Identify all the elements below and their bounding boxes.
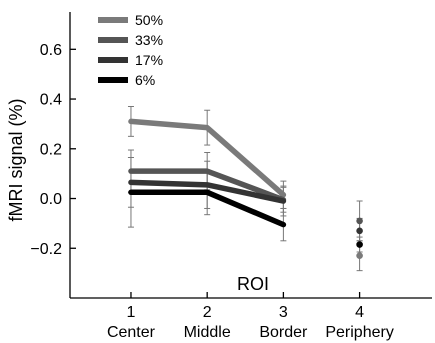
series-line: [128, 168, 287, 203]
y-tick-label: 0.6: [40, 42, 62, 59]
y-axis-label: fMRI signal (%): [6, 98, 26, 221]
series-lines: [128, 118, 287, 228]
x-tick-name: Center: [107, 324, 156, 341]
periphery-point: [356, 241, 363, 248]
y-ticks: −0.2 0.0 0.2 0.4 0.6: [30, 42, 76, 258]
periphery-points: [356, 200, 363, 272]
y-tick-label: −0.2: [30, 241, 62, 258]
periphery-point: [356, 227, 363, 235]
legend-label: 17%: [135, 52, 163, 68]
roi-annotation: ROI: [237, 274, 269, 294]
x-tick-number: 1: [127, 304, 136, 321]
x-tick-number: 3: [279, 304, 288, 321]
x-tick-name: Border: [259, 324, 308, 341]
legend-label: 6%: [135, 72, 155, 88]
x-tick-name: Periphery: [325, 324, 393, 341]
periphery-point: [356, 252, 363, 260]
x-ticks: 1 Center 2 Middle 3 Border 4 Periphery: [107, 292, 394, 341]
series-line: [128, 179, 287, 204]
x-tick-number: 2: [203, 304, 212, 321]
series-line: [128, 118, 287, 198]
y-tick-label: 0.0: [40, 191, 62, 208]
y-tick-label: 0.4: [40, 92, 62, 109]
x-tick-name: Middle: [184, 324, 231, 341]
x-tick-number: 4: [355, 304, 364, 321]
legend-label: 33%: [135, 32, 163, 48]
series-line: [128, 189, 287, 228]
periphery-point: [356, 217, 363, 225]
legend-label: 50%: [135, 12, 163, 28]
y-tick-label: 0.2: [40, 141, 62, 158]
legend: 50% 33% 17% 6%: [98, 12, 163, 88]
axes: [69, 12, 432, 299]
